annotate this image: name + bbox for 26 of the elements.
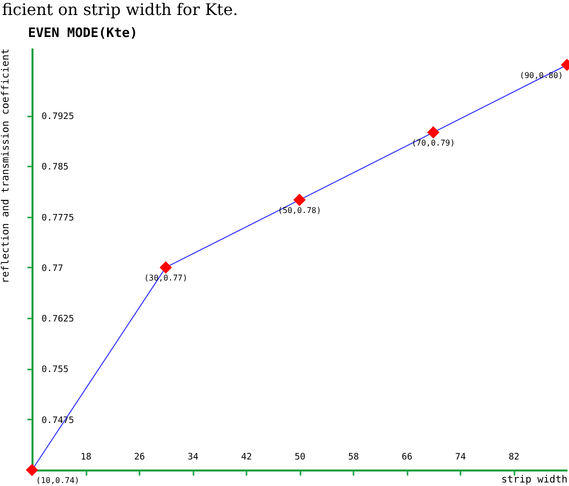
x-tick-label: 34: [188, 452, 198, 462]
x-tick-label: 26: [134, 452, 145, 462]
y-tick-label: 0.77: [42, 264, 64, 274]
x-tick-label: 42: [241, 452, 252, 462]
point: [26, 464, 38, 476]
data-label: (70,0.79): [412, 138, 455, 148]
y-tick-label: 0.7625: [42, 314, 74, 325]
data-label: (10,0.74): [36, 476, 80, 485]
y-tick-label: 0.755: [42, 365, 69, 376]
y-axis-title: reflection and transmission coefficient: [0, 48, 12, 284]
x-tick-label: 82: [508, 452, 520, 462]
x-axis-title: strip width: [501, 474, 568, 486]
data-label: (50,0.78): [278, 206, 322, 215]
text: ficient on strip width for Kte.: [2, 0, 238, 19]
point: [160, 262, 172, 274]
y-tick-label: 0.7925: [42, 112, 74, 122]
point: [428, 126, 439, 138]
x-tick-label: 58: [348, 452, 359, 462]
x-tick-label: 18: [80, 452, 92, 462]
x-tick-label: 66: [402, 452, 412, 462]
point: [294, 194, 306, 206]
x-tick-label: 50: [294, 452, 306, 462]
chart-title: EVEN MODE(Kte): [28, 26, 138, 41]
y-tick-label: 0.785: [42, 162, 69, 173]
x-tick-label: 74: [455, 452, 466, 462]
y-tick-label: 0.7775: [42, 213, 74, 224]
